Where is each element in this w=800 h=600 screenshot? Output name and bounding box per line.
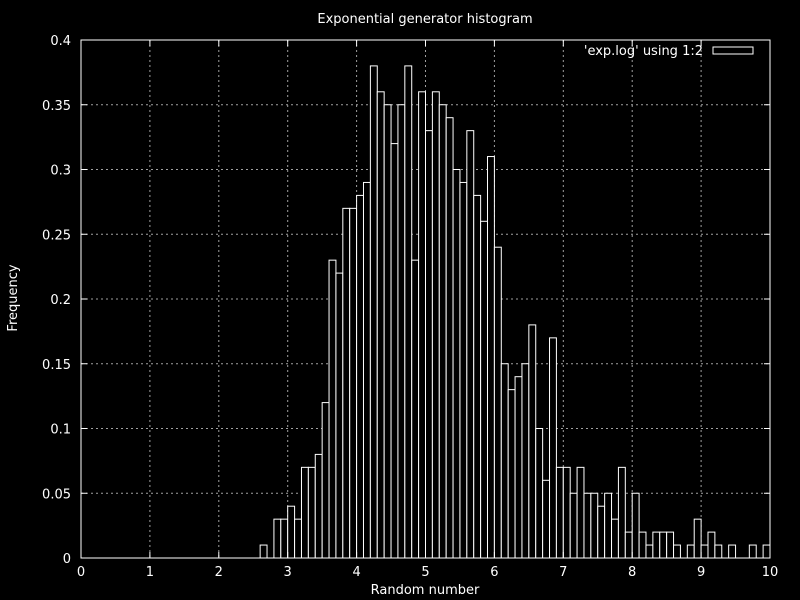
y-tick-label: 0 bbox=[63, 552, 71, 567]
histogram-bar bbox=[707, 531, 716, 559]
y-tick-label: 0.25 bbox=[42, 228, 71, 243]
histogram-bar bbox=[383, 104, 392, 559]
histogram-bar bbox=[300, 466, 309, 559]
histogram-bar bbox=[569, 492, 578, 559]
histogram-bar bbox=[369, 65, 378, 559]
histogram-bar bbox=[321, 402, 330, 559]
histogram-bar bbox=[514, 376, 523, 559]
histogram-bar bbox=[693, 518, 702, 559]
histogram-bar bbox=[438, 104, 447, 559]
histogram-bar bbox=[748, 544, 757, 559]
histogram-bar bbox=[294, 518, 302, 559]
histogram-bar bbox=[431, 91, 440, 559]
histogram-bar bbox=[604, 492, 613, 559]
x-tick-label: 9 bbox=[697, 565, 705, 580]
histogram-bar bbox=[425, 130, 433, 559]
histogram-bar bbox=[714, 544, 723, 559]
histogram-bar bbox=[397, 104, 406, 559]
x-tick-label: 8 bbox=[628, 565, 636, 580]
y-tick-label: 0.05 bbox=[42, 487, 71, 502]
y-axis-label: Frequency bbox=[6, 264, 21, 331]
histogram-bar bbox=[576, 466, 585, 559]
legend-swatch bbox=[712, 46, 754, 55]
histogram-bar bbox=[342, 207, 351, 559]
y-tick-label: 0.1 bbox=[50, 423, 71, 438]
histogram-bar bbox=[459, 181, 468, 559]
histogram-bar bbox=[700, 544, 709, 559]
histogram-bar bbox=[404, 65, 413, 559]
x-tick-label: 6 bbox=[490, 565, 498, 580]
histogram-bar bbox=[728, 544, 737, 559]
histogram-bar bbox=[362, 181, 371, 559]
histogram-bar bbox=[611, 518, 619, 559]
histogram-bar bbox=[376, 91, 385, 559]
histogram-bar bbox=[631, 492, 640, 559]
histogram-bar bbox=[762, 544, 771, 559]
x-axis-label: Random number bbox=[371, 583, 480, 598]
histogram-bar bbox=[535, 428, 544, 559]
histogram-bar bbox=[521, 363, 530, 559]
histogram-bar bbox=[411, 259, 420, 559]
x-tick-label: 7 bbox=[559, 565, 567, 580]
x-tick-label: 4 bbox=[352, 565, 360, 580]
histogram-bar bbox=[452, 169, 461, 559]
histogram-bar bbox=[390, 143, 399, 559]
histogram-bar bbox=[418, 91, 426, 559]
x-tick-label: 5 bbox=[421, 565, 429, 580]
histogram-bar bbox=[666, 531, 675, 559]
histogram-bar bbox=[597, 505, 606, 559]
histogram-bar bbox=[645, 544, 654, 559]
y-tick-label: 0.4 bbox=[50, 34, 71, 49]
x-tick-label: 1 bbox=[146, 565, 154, 580]
histogram-bar bbox=[328, 259, 337, 559]
legend: 'exp.log' using 1:2 bbox=[584, 44, 754, 59]
histogram-bar bbox=[590, 492, 599, 559]
x-tick-label: 0 bbox=[77, 565, 85, 580]
y-tick-label: 0.15 bbox=[42, 358, 71, 373]
x-tick-label: 2 bbox=[215, 565, 223, 580]
histogram-bar bbox=[356, 194, 364, 559]
histogram-bar bbox=[507, 389, 516, 559]
histogram-bar bbox=[583, 492, 592, 559]
histogram-bar bbox=[473, 194, 482, 559]
histogram-bar bbox=[659, 531, 668, 559]
chart-title: Exponential generator histogram bbox=[317, 12, 532, 27]
histogram-bar bbox=[445, 117, 454, 559]
histogram-bar bbox=[686, 544, 695, 559]
histogram-bar bbox=[349, 207, 358, 559]
histogram-bar bbox=[314, 453, 323, 559]
histogram-bar bbox=[466, 130, 475, 559]
histogram-bar bbox=[273, 518, 282, 559]
y-tick-label: 0.35 bbox=[42, 99, 71, 114]
x-tick-label: 3 bbox=[284, 565, 292, 580]
histogram-bars bbox=[259, 65, 771, 559]
y-tick-label: 0.2 bbox=[50, 293, 71, 308]
histogram-bar bbox=[259, 544, 268, 559]
y-tick-label: 0.3 bbox=[50, 164, 71, 179]
legend-label: 'exp.log' using 1:2 bbox=[584, 44, 703, 59]
histogram-bar bbox=[617, 466, 626, 559]
x-tick-label: 10 bbox=[762, 565, 779, 580]
histogram-bar bbox=[549, 337, 557, 559]
histogram-bar bbox=[487, 156, 495, 559]
histogram-bar bbox=[673, 544, 681, 559]
histogram-bar bbox=[542, 479, 551, 559]
histogram-bar bbox=[562, 466, 571, 559]
histogram-bar bbox=[528, 324, 537, 559]
histogram-bar bbox=[555, 466, 564, 559]
histogram-bar bbox=[638, 531, 647, 559]
axis-ticks: 0 1 2 3 4 5 6 7 8 9 10 0 0.05 0.1 0.15 0.2 0.25 0.3 0.35 0.… bbox=[42, 34, 778, 580]
histogram-bar bbox=[287, 505, 296, 559]
histogram-bar bbox=[624, 531, 633, 559]
histogram-bar bbox=[480, 220, 489, 559]
histogram-bar bbox=[493, 246, 502, 559]
histogram-bar bbox=[500, 363, 509, 559]
histogram-bar bbox=[652, 531, 661, 559]
histogram-bar bbox=[307, 466, 316, 559]
histogram-bar bbox=[280, 518, 289, 559]
histogram-bar bbox=[335, 272, 344, 559]
